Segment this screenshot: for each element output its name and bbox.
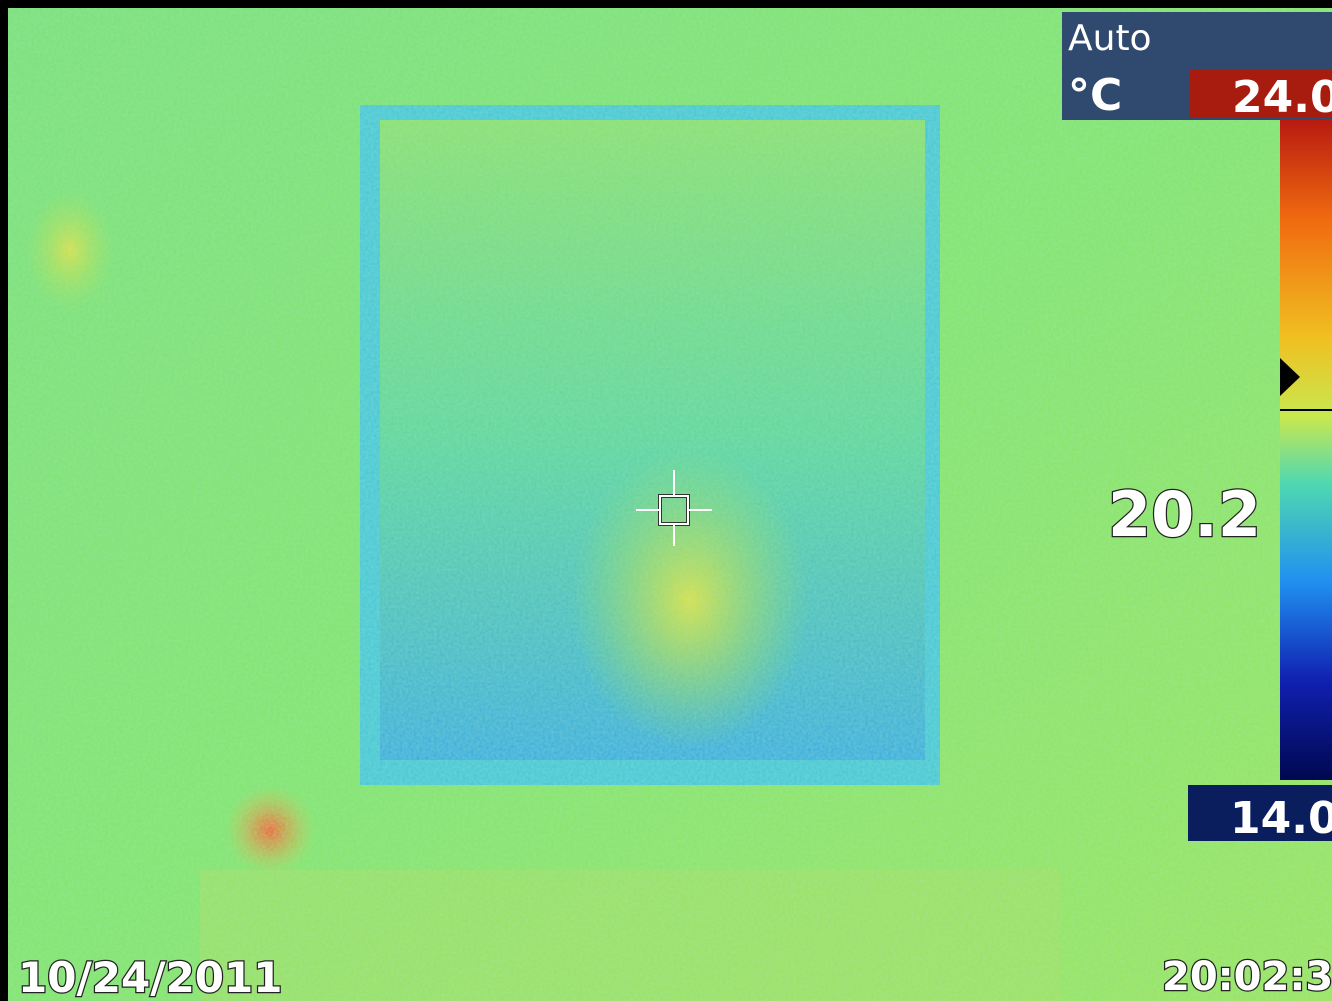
crosshair — [636, 470, 712, 546]
spot-reading: 20.2 — [1108, 478, 1261, 551]
max-box — [1190, 70, 1332, 118]
time: 20:02:32 — [1162, 954, 1332, 1000]
date: 10/24/2011 — [18, 953, 282, 1001]
level-marker — [1280, 358, 1300, 396]
scale-max: 24.0 — [1232, 72, 1332, 123]
min-box — [1188, 785, 1332, 841]
mode-label: Auto — [1068, 18, 1152, 59]
scale-min: 14.0 — [1230, 793, 1332, 844]
color-bar — [1280, 120, 1332, 780]
thermal-image — [8, 8, 1332, 1001]
unit-label: °C — [1068, 70, 1122, 121]
